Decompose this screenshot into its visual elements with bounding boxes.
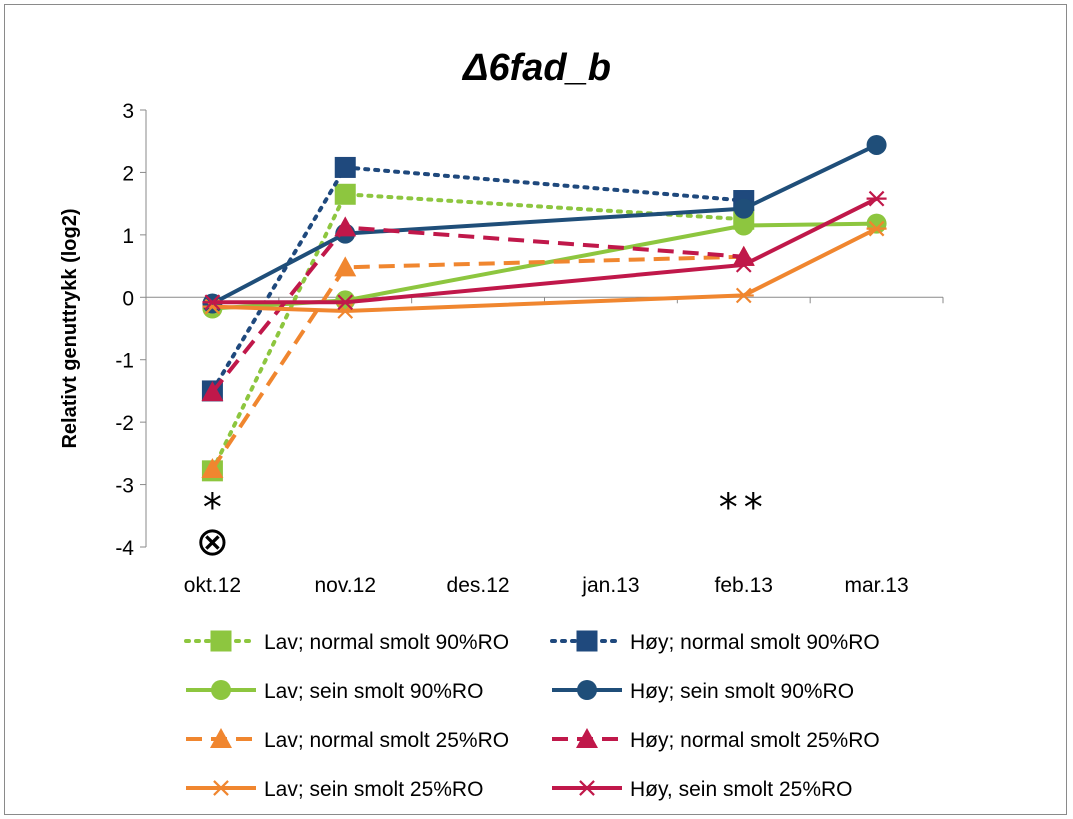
legend-label: Høy, sein smolt 25%RO	[630, 778, 853, 801]
series-7-point-4	[866, 220, 887, 237]
legend-label: Lav; normal smolt 25%RO	[264, 729, 509, 752]
series-line-1	[210, 192, 746, 473]
y-tick-label: -3	[115, 475, 134, 498]
y-tick-label: 1	[122, 225, 134, 248]
series-line-5	[210, 254, 744, 471]
legend-entry-7: Lav; sein smolt 25%RO	[186, 778, 483, 801]
series-8-point-3	[733, 256, 754, 273]
chart-frame	[4, 4, 1067, 815]
y-tick-label: 0	[122, 287, 134, 310]
series-4-point-4	[866, 134, 887, 155]
legend-marker	[576, 728, 598, 748]
series-line-7	[212, 226, 878, 314]
legend-entry-4: Høy; sein smolt 90%RO	[552, 680, 854, 703]
series-5-point-2	[334, 256, 357, 277]
legend-marker	[211, 680, 231, 700]
legend-entry-8: Høy, sein smolt 25%RO	[552, 778, 853, 801]
series-6-point-2	[334, 216, 357, 237]
series-line-4	[211, 143, 878, 306]
y-tick-label: -1	[115, 350, 134, 373]
series-8-point-2	[335, 294, 356, 311]
x-tick-label: jan.13	[581, 574, 639, 597]
legend-label: Lav; sein smolt 90%RO	[264, 680, 483, 703]
x-tick-label: feb.13	[715, 574, 773, 597]
y-tick-label: -4	[115, 537, 134, 560]
legend-marker	[577, 780, 597, 796]
series-4-point-3	[733, 198, 754, 219]
legend-label: Høy; normal smolt 90%RO	[630, 631, 880, 654]
series-line-8	[212, 196, 878, 305]
annotation-3: **	[719, 485, 769, 529]
legend-entry-2: Høy; normal smolt 90%RO	[550, 630, 880, 654]
legend-label: Høy; normal smolt 25%RO	[630, 729, 880, 752]
series-6-point-1	[201, 381, 224, 402]
series-1-point-2	[334, 183, 356, 205]
legend-label: Lav; sein smolt 25%RO	[264, 778, 483, 801]
series-5-point-1	[201, 457, 224, 478]
x-tick-label: des.12	[447, 574, 510, 597]
series-8-point-4	[866, 190, 887, 207]
legend-marker	[210, 630, 232, 652]
legend-entry-1: Lav; normal smolt 90%RO	[184, 630, 509, 654]
x-tick-label: okt.12	[184, 574, 241, 597]
x-tick-label: mar.13	[844, 574, 908, 597]
annotation-1: *	[203, 485, 222, 529]
legend-label: Høy; sein smolt 90%RO	[630, 680, 854, 703]
legend-label: Lav; normal smolt 90%RO	[264, 631, 509, 654]
legend-entry-5: Lav; normal smolt 25%RO	[186, 728, 509, 752]
legend-marker	[211, 780, 231, 796]
series-3-point-3	[733, 215, 754, 236]
chart-title: Δ6fad_b	[461, 47, 611, 89]
series-2-point-2	[334, 156, 356, 178]
series-8-point-1	[202, 294, 223, 311]
legend-entry-6: Høy; normal smolt 25%RO	[552, 728, 880, 752]
x-tick-label: nov.12	[315, 574, 377, 597]
y-axis-label: Relativt genuttrykk (log2)	[59, 208, 81, 448]
y-tick-label: -2	[115, 412, 134, 435]
series-7-point-3	[733, 287, 754, 304]
legend-marker	[210, 728, 232, 748]
y-tick-label: 2	[122, 162, 134, 185]
legend-marker	[577, 680, 597, 700]
legend-marker	[576, 630, 598, 652]
legend-entry-3: Lav; sein smolt 90%RO	[186, 680, 483, 703]
annotation-2: ⊗	[196, 519, 230, 565]
y-tick-label: 3	[122, 100, 134, 123]
